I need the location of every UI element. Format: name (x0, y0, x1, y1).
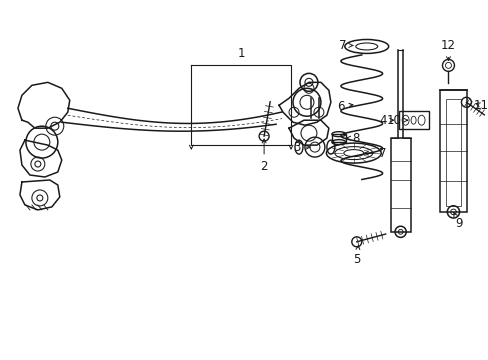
Text: 7: 7 (364, 147, 386, 159)
Text: 9: 9 (453, 212, 462, 230)
Text: 6: 6 (336, 100, 352, 113)
Text: 10: 10 (386, 114, 407, 127)
Text: 8: 8 (346, 132, 359, 145)
Text: 12: 12 (440, 39, 455, 60)
Bar (445, 99, 460, 206)
Text: 4: 4 (378, 114, 393, 127)
Text: 1: 1 (237, 48, 244, 60)
Text: 3: 3 (293, 141, 309, 154)
Bar (439, 90, 467, 212)
Bar (331, 134, 345, 142)
Bar (390, 138, 410, 232)
Bar (398, 111, 427, 129)
Text: 7: 7 (338, 39, 352, 52)
Text: 11: 11 (473, 99, 488, 112)
Text: 5: 5 (352, 246, 360, 266)
Text: 2: 2 (260, 139, 267, 172)
